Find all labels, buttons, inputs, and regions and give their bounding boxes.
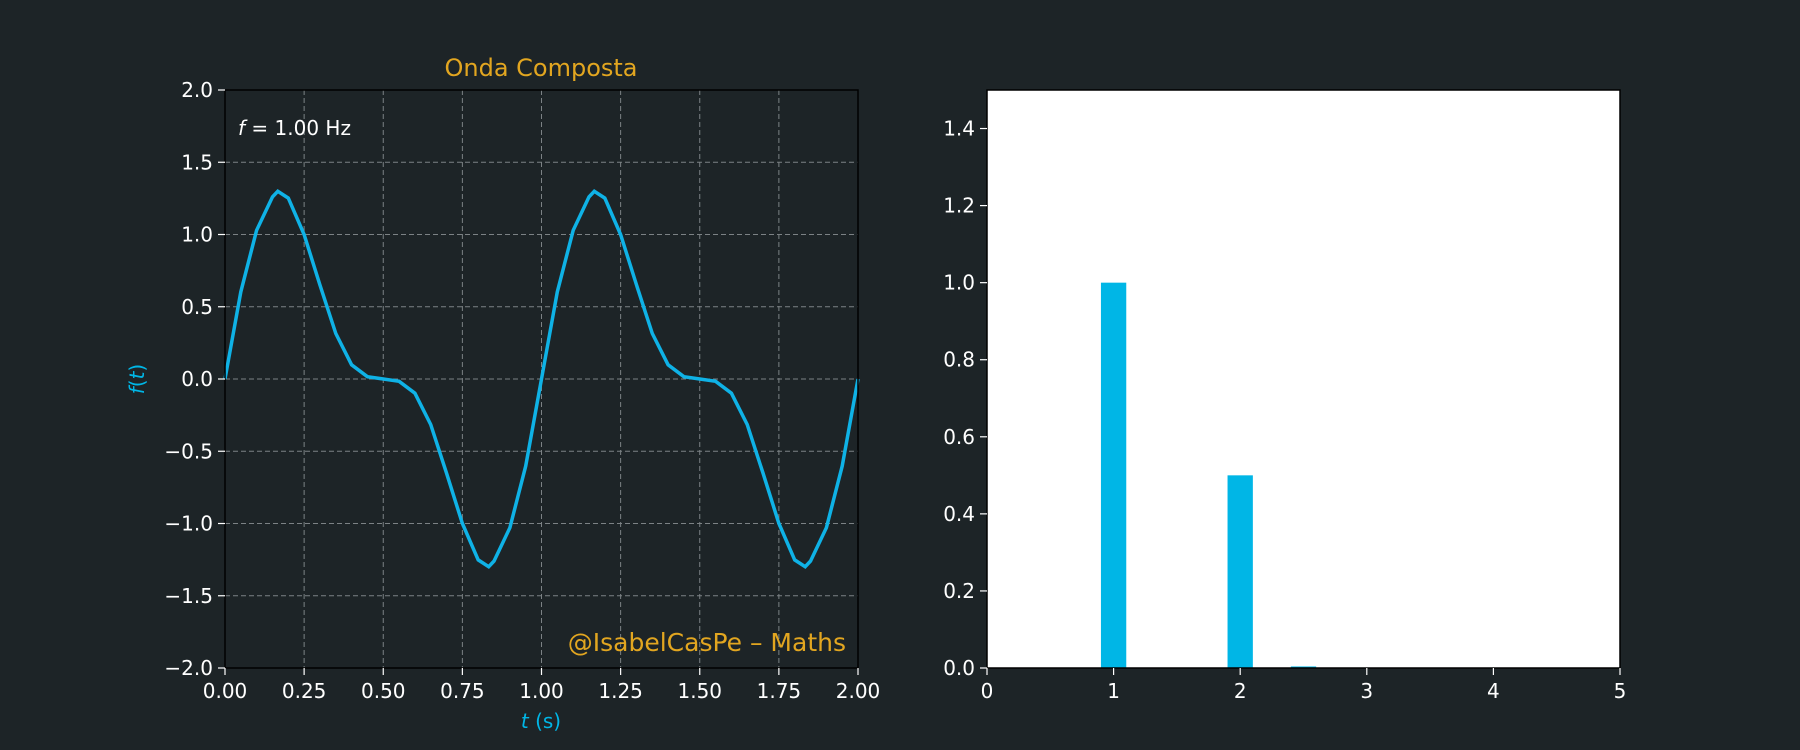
x-tick-label: 5: [1614, 679, 1627, 703]
y-label-func: f: [125, 384, 149, 394]
x-tick-label: 2: [1234, 679, 1247, 703]
x-tick-label: 0.50: [361, 679, 406, 703]
line-y-axis-label: f(t): [125, 364, 149, 395]
annotation-var: f: [238, 116, 248, 140]
y-tick-label: 0.8: [943, 348, 975, 372]
bar-plot-area: [987, 90, 1620, 668]
x-tick-label: 3: [1360, 679, 1373, 703]
bar-chart: 0 1 2 3 4 5 0.0 0.2 0.4 0.6 0.8 1.0 1.2 1.4: [943, 89, 1627, 703]
watermark: @IsabelCasPe – Maths: [568, 628, 846, 657]
x-label-unit: (s): [529, 709, 561, 733]
y-tick-label: 2.0: [181, 78, 213, 102]
y-tick-label: 1.0: [181, 223, 213, 247]
spectrum-bar: [1290, 666, 1317, 668]
composite-wave-line: [223, 189, 860, 569]
x-tick-label: 0.00: [203, 679, 248, 703]
x-tick-label: 1.25: [598, 679, 643, 703]
frequency-annotation: f = 1.00 Hz: [238, 116, 351, 140]
y-tick-label: 0.0: [181, 367, 213, 391]
x-tick-label: 2.00: [836, 679, 881, 703]
x-tick-label: 0: [981, 679, 994, 703]
y-tick-label: 0.5: [181, 295, 213, 319]
y-tick-label: −0.5: [164, 439, 213, 463]
spectrum-bar: [1227, 475, 1253, 668]
x-label-var: t: [521, 709, 530, 733]
x-tick-label: 0.25: [282, 679, 327, 703]
bar-y-ticks: 0.0 0.2 0.4 0.6 0.8 1.0 1.2 1.4: [943, 117, 987, 680]
spectrum-bar: [1100, 282, 1127, 668]
y-tick-label: 1.0: [943, 271, 975, 295]
y-tick-label: 1.5: [181, 150, 213, 174]
y-label-arg: t: [125, 370, 149, 379]
y-tick-label: 0.4: [943, 502, 975, 526]
x-tick-label: 0.75: [440, 679, 485, 703]
line-y-ticks: 2.0 1.5 1.0 0.5 0.0 −0.5 −1.0 −1.5 −2.0: [164, 78, 225, 680]
y-tick-label: 0.2: [943, 579, 975, 603]
x-tick-label: 1.50: [677, 679, 722, 703]
y-tick-label: 1.4: [943, 117, 975, 141]
x-tick-label: 1: [1107, 679, 1120, 703]
line-x-axis-label: t (s): [521, 709, 561, 733]
x-tick-label: 4: [1487, 679, 1500, 703]
x-tick-label: 1.00: [519, 679, 564, 703]
bar-plot-frame: [986, 89, 1621, 669]
y-tick-label: −2.0: [164, 656, 213, 680]
y-tick-label: −1.0: [164, 512, 213, 536]
line-chart-title: Onda Composta: [444, 54, 637, 82]
line-x-ticks: 0.00 0.25 0.50 0.75 1.00 1.25 1.50 1.75 2.00: [203, 668, 881, 703]
bar-series: [1100, 282, 1317, 668]
y-tick-label: 0.0: [943, 656, 975, 680]
y-tick-label: 1.2: [943, 194, 975, 218]
y-tick-label: 0.6: [943, 425, 975, 449]
y-tick-label: −1.5: [164, 584, 213, 608]
x-tick-label: 1.75: [757, 679, 802, 703]
line-chart: 0.00 0.25 0.50 0.75 1.00 1.25 1.50 1.75 2.00 2.0…: [125, 54, 880, 733]
annotation-value: = 1.00 Hz: [245, 116, 351, 140]
bar-x-ticks: 0 1 2 3 4 5: [981, 668, 1627, 703]
